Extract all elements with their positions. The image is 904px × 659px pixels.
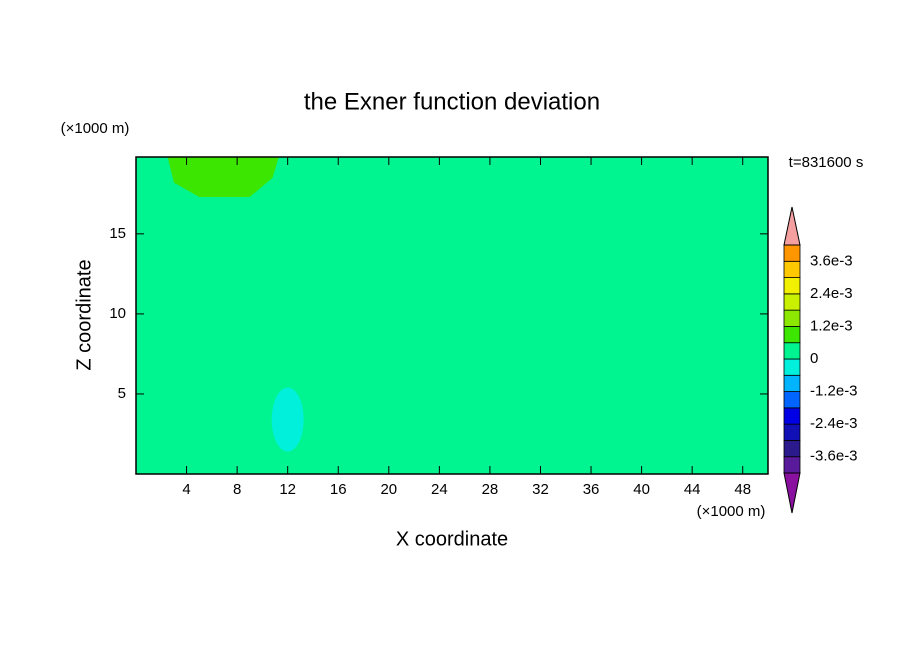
x-tick-label: 48 — [734, 481, 751, 498]
colorbar-box — [783, 342, 801, 360]
colorbar-box — [783, 374, 801, 392]
x-tick-label: 12 — [279, 481, 296, 498]
x-tick-label: 20 — [380, 481, 397, 498]
colorbar-tick-label: -3.6e-3 — [810, 448, 858, 465]
x-tick-label: 36 — [583, 481, 600, 498]
time-annotation: t=831600 s — [789, 154, 864, 171]
colorbar-tick-label: -1.2e-3 — [810, 383, 858, 400]
colorbar-box — [783, 326, 801, 344]
contour-region — [331, 393, 379, 474]
x-tick-label: 4 — [182, 481, 190, 498]
x-unit: (×1000 m) — [697, 503, 766, 520]
colorbar-box — [783, 293, 801, 311]
contour-region — [388, 309, 579, 474]
y-tick-label: 5 — [118, 385, 126, 402]
chart-title: the Exner function deviation — [304, 88, 600, 115]
colorbar-box — [783, 309, 801, 327]
plot-frame — [135, 156, 769, 475]
x-tick-label: 16 — [330, 481, 347, 498]
colorbar-over-arrow — [783, 206, 801, 246]
colorbar-box — [783, 277, 801, 295]
contour-region — [167, 157, 279, 198]
x-tick-label: 24 — [431, 481, 448, 498]
contour-region — [610, 390, 768, 474]
colorbar-tick-label: 2.4e-3 — [810, 285, 853, 302]
contour-region — [572, 216, 768, 337]
x-tick-label: 40 — [633, 481, 650, 498]
colorbar-box — [783, 440, 801, 458]
colorbar-tick-label: 1.2e-3 — [810, 317, 853, 334]
y-tick-label: 15 — [109, 225, 126, 242]
y-tick-label: 10 — [109, 305, 126, 322]
colorbar-box — [783, 358, 801, 376]
contour-region — [271, 387, 304, 452]
y-unit: (×1000 m) — [61, 120, 130, 137]
x-tick-label: 32 — [532, 481, 549, 498]
contour-region — [136, 157, 389, 337]
colorbar-box — [783, 244, 801, 262]
colorbar-tick-label: 3.6e-3 — [810, 252, 853, 269]
colorbar-box — [783, 423, 801, 441]
x-tick-label: 28 — [482, 481, 499, 498]
x-axis-label: X coordinate — [396, 528, 508, 550]
colorbar-box — [783, 391, 801, 409]
colorbar-tick-label: 0 — [810, 350, 818, 367]
colorbar-tick-label: -2.4e-3 — [810, 415, 858, 432]
colorbar-box — [783, 456, 801, 474]
contour-region — [136, 283, 276, 474]
x-tick-label: 44 — [684, 481, 701, 498]
colorbar-box — [783, 260, 801, 278]
y-axis-label: Z coordinate — [73, 259, 95, 370]
colorbar-box — [783, 407, 801, 425]
x-tick-label: 8 — [233, 481, 241, 498]
colorbar-under-arrow — [783, 472, 801, 514]
